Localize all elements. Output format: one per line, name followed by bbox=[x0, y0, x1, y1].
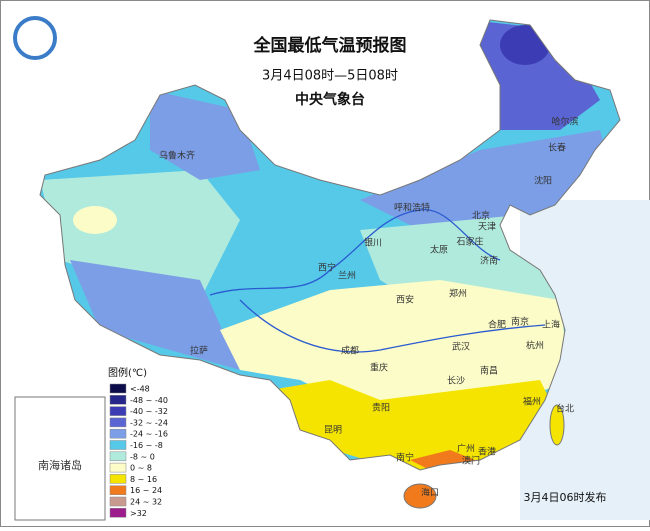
city: 天津 bbox=[478, 222, 496, 233]
city: 呼和浩特 bbox=[394, 202, 430, 214]
city: 香港 bbox=[478, 446, 496, 458]
city: 银川 bbox=[364, 237, 382, 249]
city: 太原 bbox=[430, 244, 448, 256]
legend-swatch bbox=[109, 406, 127, 416]
legend-swatch bbox=[109, 508, 127, 518]
inset bbox=[14, 396, 106, 521]
city-labels: 乌鲁木齐 哈尔滨 长春 沈阳 呼和浩特 北京 天津 银川 太原 石家庄 西宁 兰… bbox=[159, 116, 579, 499]
city: 杭州 bbox=[526, 340, 544, 352]
legend-label: 0 ~ 8 bbox=[130, 464, 152, 473]
city: 台北 bbox=[556, 403, 574, 415]
hainan bbox=[403, 483, 437, 509]
city: 澳门 bbox=[462, 455, 480, 467]
logo bbox=[13, 16, 57, 60]
city: 济南 bbox=[480, 255, 498, 267]
city: 重庆 bbox=[370, 362, 388, 374]
legend-swatch bbox=[109, 485, 127, 495]
city: 福州 bbox=[523, 396, 541, 408]
city: 贵阳 bbox=[372, 402, 390, 414]
city: 成都 bbox=[341, 345, 359, 357]
period: 3月4日08时—5日08时 bbox=[262, 69, 398, 84]
legend-label: 8 ~ 16 bbox=[130, 475, 157, 484]
legend-title: 图例(℃) bbox=[108, 366, 147, 379]
legend-label: -48 ~ -40 bbox=[130, 396, 168, 405]
legend-label: >32 bbox=[130, 509, 147, 518]
agency: 中央气象台 bbox=[295, 91, 365, 108]
river bbox=[209, 209, 501, 296]
city: 昆明 bbox=[324, 425, 342, 436]
city: 广州 bbox=[457, 443, 475, 455]
legend-swatch bbox=[109, 440, 127, 450]
legend-label: 24 ~ 32 bbox=[130, 498, 162, 507]
city: 南宁 bbox=[396, 452, 414, 464]
issued: 3月4日06时发布 bbox=[524, 490, 607, 504]
river bbox=[239, 299, 546, 353]
legend-swatch bbox=[109, 451, 127, 462]
legend-swatch bbox=[109, 496, 127, 507]
city: 沈阳 bbox=[534, 175, 552, 187]
border bbox=[39, 19, 621, 471]
legend-label: -40 ~ -32 bbox=[130, 407, 168, 416]
city: 西宁 bbox=[318, 262, 336, 274]
legend-label: -32 ~ -24 bbox=[130, 418, 168, 427]
city: 北京 bbox=[472, 210, 490, 222]
city: 南昌 bbox=[480, 365, 498, 377]
city: 南京 bbox=[511, 316, 529, 328]
city: 石家庄 bbox=[456, 236, 483, 248]
city: 武汉 bbox=[452, 341, 470, 353]
legend-label: -8 ~ 0 bbox=[130, 452, 155, 461]
city: 郑州 bbox=[449, 288, 467, 300]
city: 乌鲁木齐 bbox=[159, 150, 195, 162]
city: 合肥 bbox=[488, 319, 506, 331]
city: 海口 bbox=[421, 487, 439, 499]
legend-swatch bbox=[109, 428, 127, 439]
city: 哈尔滨 bbox=[551, 116, 578, 128]
inset-label: 南海诸岛 bbox=[38, 458, 82, 472]
city: 兰州 bbox=[338, 270, 356, 282]
title: 全国最低气温预报图 bbox=[253, 35, 407, 56]
legend-label: -24 ~ -16 bbox=[130, 430, 168, 439]
legend-swatch bbox=[109, 383, 127, 394]
legend-label: 16 ~ 24 bbox=[130, 486, 162, 495]
legend-swatch bbox=[109, 474, 127, 484]
taiwan bbox=[549, 404, 565, 446]
legend-swatch bbox=[109, 395, 127, 405]
legend-label: <-48 bbox=[130, 385, 150, 394]
city: 拉萨 bbox=[190, 345, 208, 357]
legend-label: -16 ~ -8 bbox=[130, 441, 163, 450]
legend-swatch bbox=[109, 462, 127, 473]
city: 长春 bbox=[548, 142, 566, 154]
city: 上海 bbox=[542, 319, 560, 331]
legend-swatch bbox=[109, 417, 127, 428]
city: 长沙 bbox=[447, 375, 465, 387]
city: 西安 bbox=[396, 294, 414, 306]
